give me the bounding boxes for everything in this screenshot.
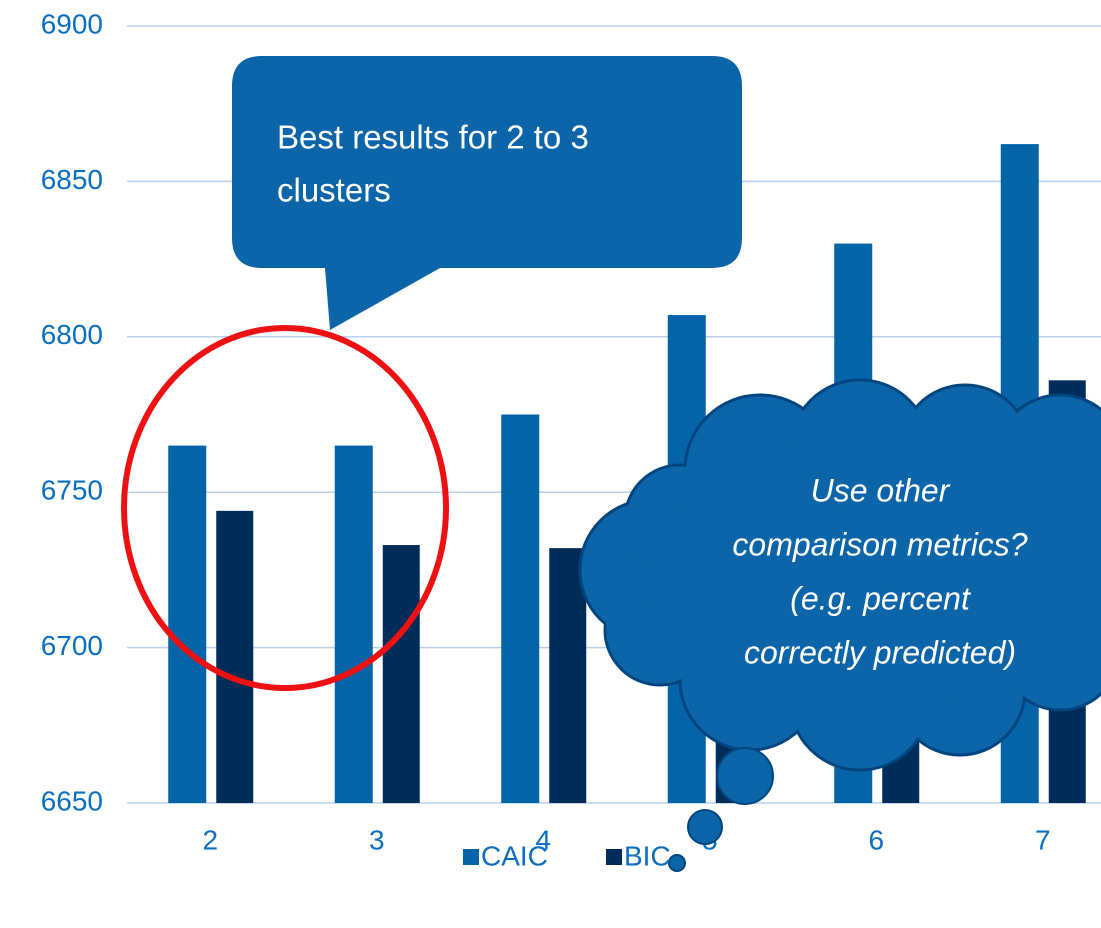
bar (168, 445, 207, 803)
y-tick-label: 6900 (41, 8, 103, 39)
x-tick-label: 4 (535, 824, 551, 855)
callout-box (232, 56, 742, 330)
y-tick-label: 6850 (41, 164, 103, 195)
legend-label: BIC (624, 840, 671, 871)
bar (216, 510, 254, 803)
cloud-text: comparison metrics? (732, 526, 1027, 562)
x-tick-label: 6 (868, 824, 884, 855)
bar (549, 548, 587, 803)
x-tick-label: 3 (369, 824, 385, 855)
thought-bubble (668, 854, 686, 872)
annotations: Best results for 2 to 3 clusters Use other… (121, 56, 1101, 872)
y-tick-label: 6650 (41, 785, 103, 816)
y-tick-label: 6800 (41, 319, 103, 350)
legend-swatch (606, 849, 622, 865)
highlight-ellipse (121, 325, 449, 691)
bar (382, 545, 420, 803)
cloud-text: Use other (811, 472, 951, 508)
callout-text: Best results for 2 to 3 (277, 119, 589, 156)
cloud-fill (891, 461, 1101, 679)
x-tick-label: 7 (1035, 824, 1051, 855)
callout-text: clusters (277, 172, 391, 209)
bar (334, 445, 373, 803)
cloud-fill (651, 471, 869, 689)
legend-label: CAIC (481, 840, 548, 871)
x-tick-label: 2 (202, 824, 218, 855)
cloud-text: correctly predicted) (744, 634, 1016, 670)
y-tick-label: 6750 (41, 475, 103, 506)
thought-bubble (716, 747, 774, 805)
y-tick-label: 6700 (41, 630, 103, 661)
bar (501, 414, 540, 803)
thought-bubble (687, 809, 723, 845)
cloud-text: (e.g. percent (790, 580, 971, 616)
legend-swatch (463, 849, 479, 865)
